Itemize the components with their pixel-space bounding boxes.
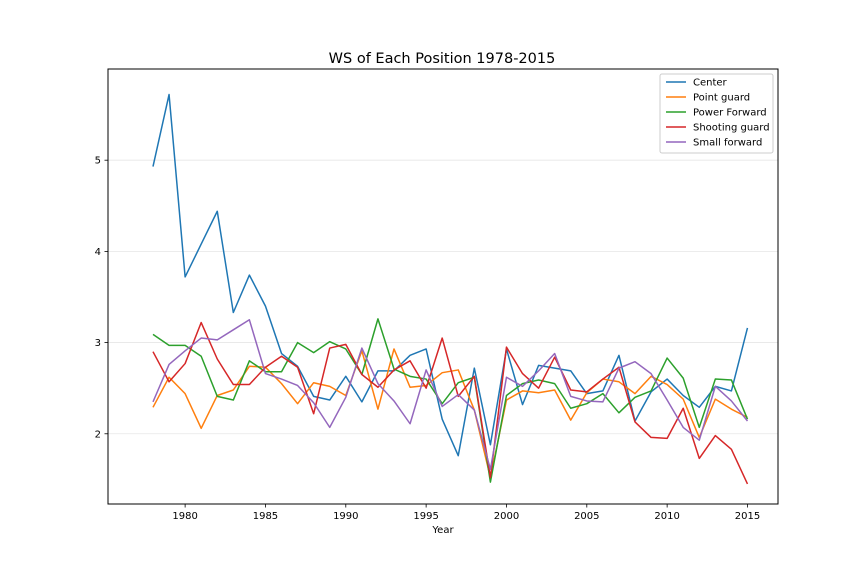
series-line [152,348,748,479]
x-tick-label: 1980 [172,511,197,522]
legend-label: Small forward [693,138,762,149]
series-line [152,319,749,471]
x-tick-label: 2005 [574,511,599,522]
y-tick-label: 3 [95,338,101,349]
plot-area-frame [107,68,779,505]
x-tick-label: 1995 [413,511,438,522]
legend-label: Point guard [693,93,750,104]
chart-title: WS of Each Position 1978-2015 [329,51,556,67]
x-tick-label: 1985 [253,511,278,522]
x-tick-label: 2015 [735,511,760,522]
x-tick-label: 2000 [494,511,519,522]
y-tick-label: 5 [95,156,101,167]
axis-ticks: 2 3 4 5 1980 1985 1990 1995 2000 2005 2010 2015 [95,156,761,522]
y-tick-label: 2 [95,429,101,440]
legend-label: Power Forward [693,108,767,119]
y-tick-label: 4 [95,247,101,258]
series-line [152,318,749,483]
legend: Center Point guard Power Forward Shooting g… [659,73,774,154]
legend-box [659,73,774,154]
x-tick-label: 2010 [654,511,679,522]
series-line [152,93,749,457]
x-axis-label: Year [431,525,454,536]
legend-label: Center [693,78,728,89]
series-lines [152,93,749,485]
legend-label: Shooting guard [693,123,770,134]
series-line [152,321,749,485]
x-tick-label: 1990 [333,511,358,522]
